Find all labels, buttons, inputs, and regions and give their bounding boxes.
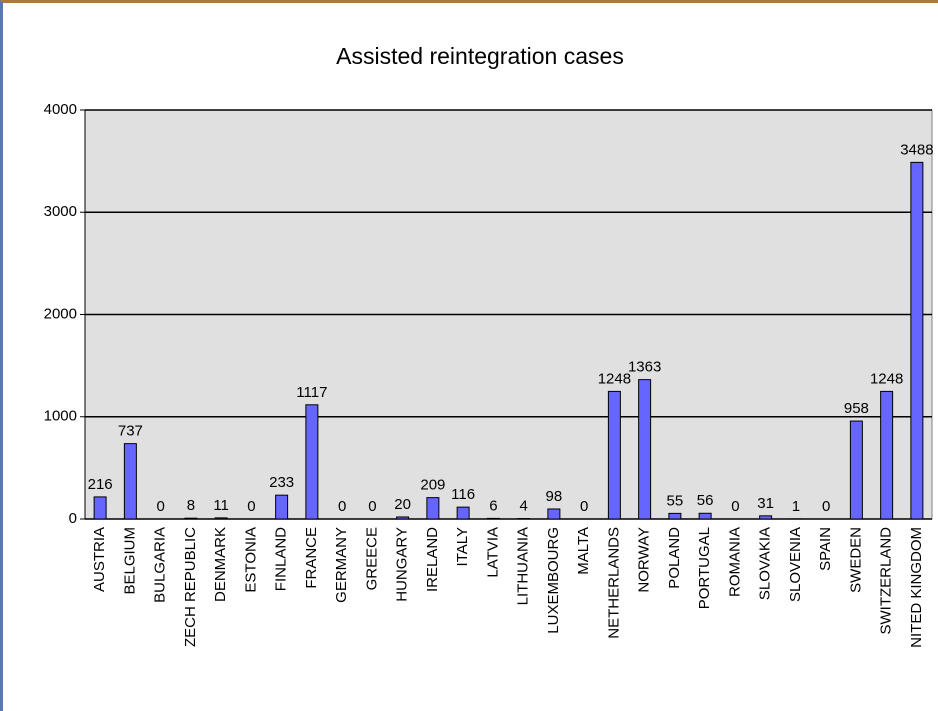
value-label: 4 (519, 498, 527, 515)
x-tick-label: FINLAND (273, 527, 290, 591)
x-tick-label: SWITZERLAND (878, 527, 895, 635)
value-label: 0 (580, 498, 588, 515)
bar (910, 161, 924, 520)
x-tick-label: FRANCE (303, 527, 320, 589)
x-tick-label: ESTONIA (242, 527, 259, 593)
value-label: 20 (394, 496, 411, 513)
bar (607, 390, 621, 520)
x-tick-label: SPAIN (817, 527, 834, 571)
x-tick-label: NITED KINGDOM (908, 527, 925, 648)
chart-title: Assisted reintegration cases (336, 43, 624, 69)
value-label: 0 (156, 498, 164, 515)
y-tick-label: 4000 (44, 101, 77, 118)
x-tick-label: SLOVAKIA (757, 527, 774, 600)
bar (698, 512, 712, 520)
x-tick-label: PORTUGAL (696, 527, 713, 609)
value-label: 56 (697, 492, 714, 509)
bar (396, 516, 410, 520)
y-tick-label: 2000 (44, 305, 77, 322)
x-tick-label: LITHUANIA (515, 527, 532, 605)
x-tick-label: ROMANIA (726, 527, 743, 597)
value-label: 0 (338, 498, 346, 515)
value-label: 31 (757, 495, 774, 512)
value-label: 0 (731, 498, 739, 515)
x-tick-label: NETHERLANDS (605, 527, 622, 639)
bar (426, 497, 440, 520)
value-label: 0 (247, 498, 255, 515)
y-tick-label: 0 (69, 510, 77, 527)
value-label: 1363 (628, 359, 661, 376)
bar (214, 517, 228, 520)
x-tick-label: BELGIUM (121, 527, 138, 595)
x-tick-label: NORWAY (636, 527, 653, 593)
bar (123, 443, 137, 520)
bar (486, 517, 500, 520)
bar (305, 404, 319, 520)
value-label: 55 (667, 492, 684, 509)
y-tick-label: 3000 (44, 203, 77, 220)
x-tick-label: MALTA (575, 527, 592, 575)
bar (275, 494, 289, 520)
bar (880, 390, 894, 520)
value-label: 209 (420, 477, 445, 494)
x-tick-label: LUXEMBOURG (545, 527, 562, 634)
value-label: 216 (88, 476, 113, 493)
y-tick-label: 1000 (44, 408, 77, 425)
x-tick-label: BULGARIA (152, 527, 169, 603)
bar (547, 508, 561, 520)
x-tick-label: DENMARK (212, 527, 229, 602)
value-label: 98 (546, 488, 563, 505)
x-tick-label: ITALY (454, 527, 471, 566)
value-label: 6 (489, 497, 497, 514)
x-tick-label: POLAND (666, 527, 683, 589)
bar (668, 512, 682, 520)
bar (849, 420, 863, 520)
x-tick-label: GERMANY (333, 527, 350, 603)
value-label: 737 (118, 423, 143, 440)
bar (456, 506, 470, 520)
x-tick-label: ZECH REPUBLIC (182, 527, 199, 647)
bar (638, 379, 652, 520)
value-label: 0 (822, 498, 830, 515)
value-label: 116 (451, 486, 475, 503)
value-label: 3488 (900, 141, 933, 158)
value-label: 233 (269, 474, 294, 491)
value-label: 1117 (296, 384, 327, 401)
bar (93, 496, 107, 520)
value-label: 1248 (598, 370, 631, 387)
value-label: 0 (368, 498, 376, 515)
x-tick-label: GREECE (363, 527, 380, 590)
x-tick-label: IRELAND (424, 527, 441, 592)
x-tick-label: LATVIA (484, 527, 501, 578)
value-label: 1248 (870, 370, 903, 387)
x-tick-label: SWEDEN (847, 527, 864, 593)
bar (759, 515, 773, 520)
x-tick-label: HUNGARY (394, 527, 411, 602)
x-tick-label: AUSTRIA (91, 527, 108, 592)
x-tick-label: SLOVENIA (787, 527, 804, 602)
bar (184, 517, 198, 520)
value-label: 1 (792, 498, 800, 515)
value-label: 958 (844, 400, 869, 417)
value-label: 11 (213, 497, 229, 514)
value-label: 8 (187, 497, 195, 514)
